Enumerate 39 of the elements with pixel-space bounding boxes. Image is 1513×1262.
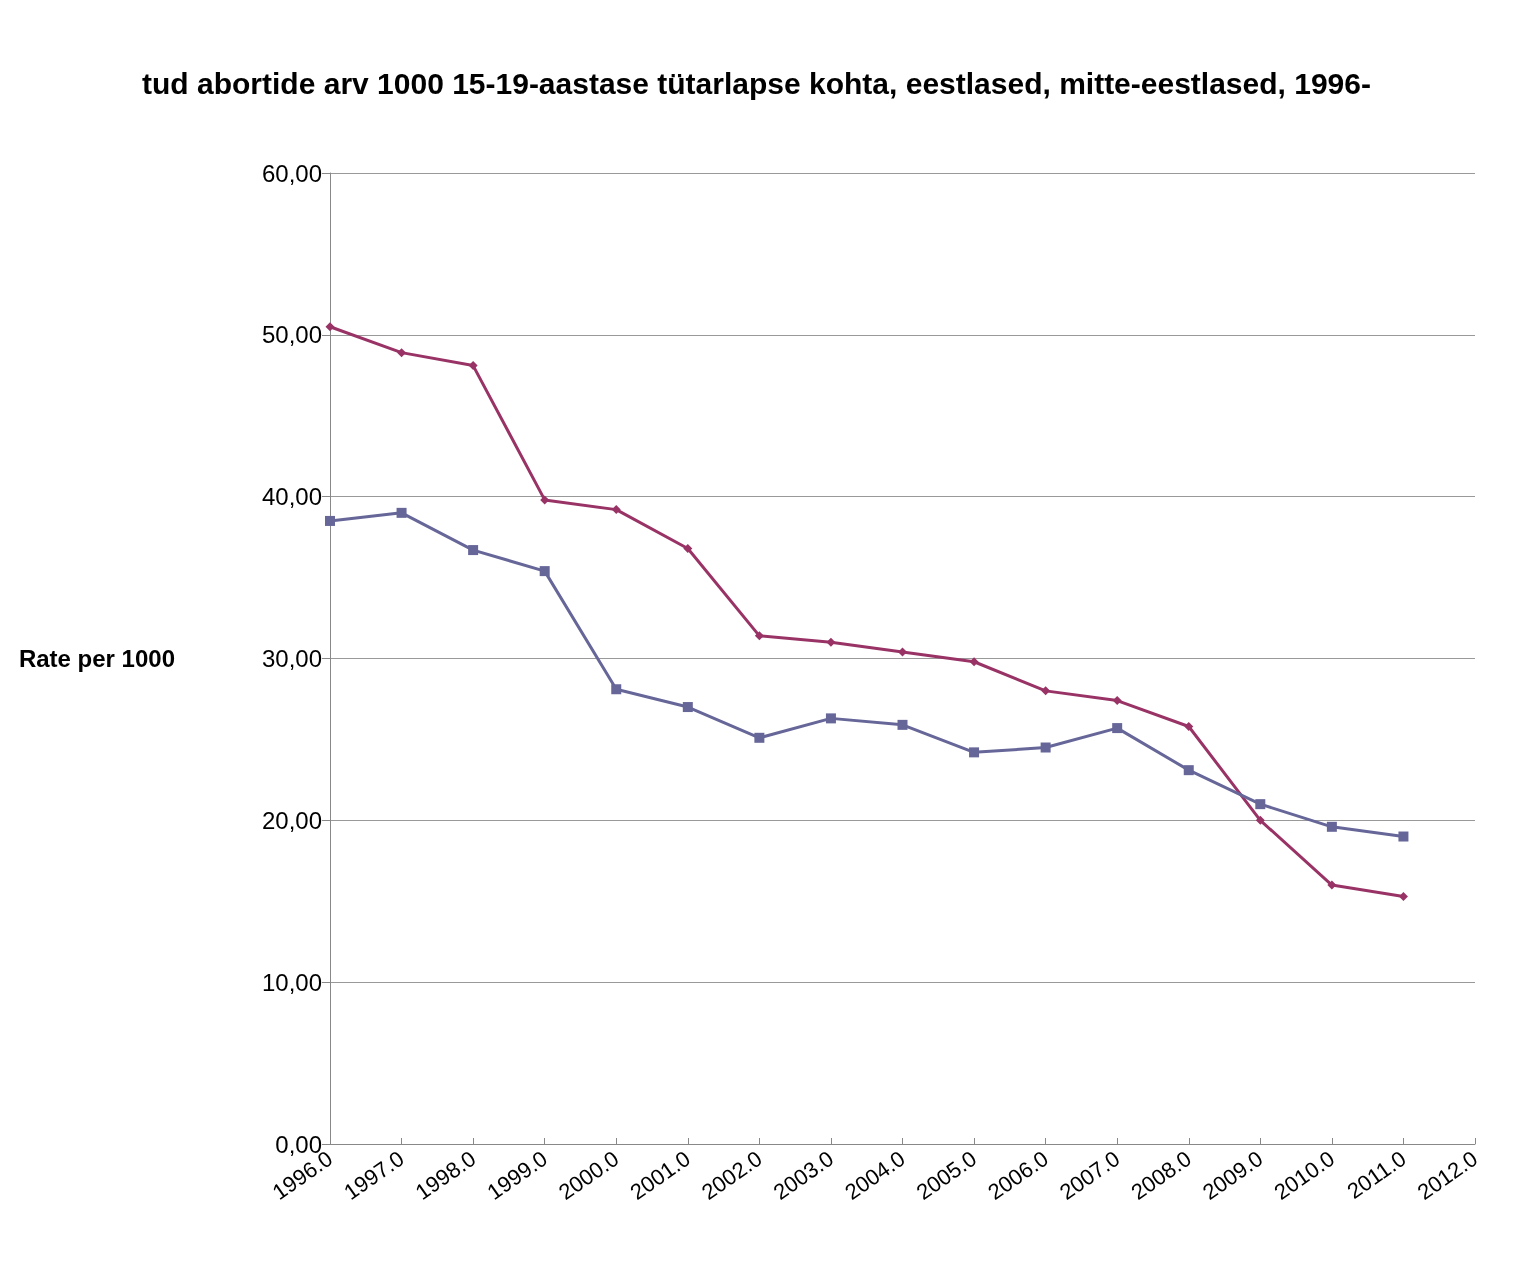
point	[1112, 696, 1122, 706]
point	[1398, 891, 1408, 901]
point	[397, 348, 407, 358]
point	[1326, 821, 1337, 832]
point	[1255, 799, 1266, 810]
point	[897, 719, 908, 730]
point	[1327, 880, 1337, 890]
point	[1398, 831, 1409, 842]
point	[325, 515, 335, 526]
chart-title: tud abortide arv 1000 15-19-aastase tütarlapse kohta, eestlased, mitte-eestlased, 1996-	[142, 66, 1371, 100]
y-tick-label: 30,00	[261, 645, 322, 672]
point	[825, 713, 836, 724]
point	[754, 732, 765, 743]
point	[1255, 815, 1265, 825]
point	[468, 545, 479, 556]
y-tick-label: 20,00	[261, 806, 322, 834]
point	[539, 566, 550, 577]
point	[969, 657, 979, 667]
point	[1040, 742, 1051, 753]
point	[1184, 721, 1194, 731]
y-axis-title: Rate per 1000	[18, 645, 175, 672]
point	[826, 637, 836, 647]
point	[396, 507, 407, 518]
point	[611, 684, 622, 695]
y-tick-label: 10,00	[261, 968, 322, 996]
point	[898, 647, 907, 657]
point	[1041, 686, 1051, 696]
y-tick-label: 40,00	[261, 483, 322, 511]
point	[611, 505, 621, 515]
point	[682, 702, 693, 713]
point	[325, 322, 335, 332]
point	[683, 543, 693, 553]
y-tick-label: 50,00	[261, 321, 322, 349]
point	[468, 361, 478, 371]
point	[1183, 765, 1194, 776]
point	[754, 631, 764, 641]
point	[969, 747, 980, 758]
y-tick-label: 60,00	[261, 159, 322, 187]
point	[1112, 723, 1123, 734]
